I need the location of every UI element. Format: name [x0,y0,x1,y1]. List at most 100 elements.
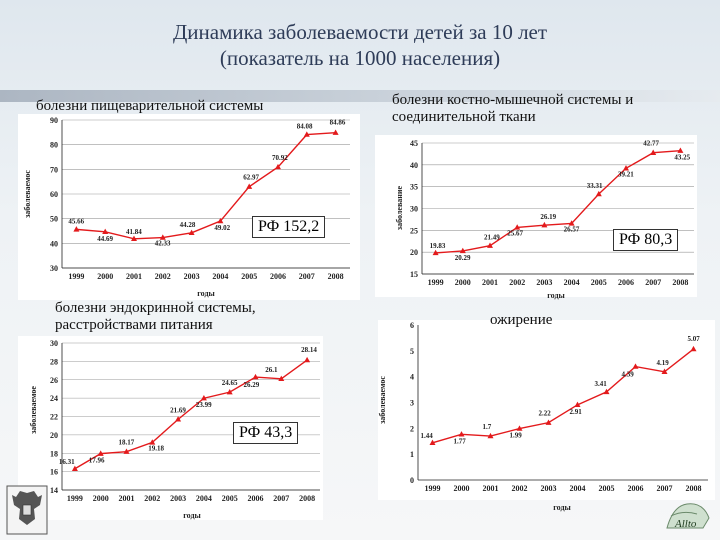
data-point [487,432,494,439]
x-tick-label: 2005 [241,272,257,281]
x-tick-label: 2004 [212,272,228,281]
y-tick-label: 1 [410,450,414,459]
data-label: 19.83 [430,242,446,250]
x-tick-label: 2007 [273,494,289,503]
y-tick-label: 2 [410,424,414,433]
x-axis-title: годы [183,511,201,520]
data-point [568,220,575,226]
y-axis-title: заболеваемос [23,170,32,218]
data-point [458,431,465,437]
data-label: 84.08 [297,123,313,131]
y-axis-title: заболеваемое [29,386,38,434]
x-tick-label: 2001 [483,484,499,493]
y-tick-label: 30 [50,264,58,273]
page-title-line1: Динамика заболеваемости детей за 10 лет [172,20,548,44]
data-label: 1.99 [510,432,523,440]
x-tick-label: 2002 [512,484,528,493]
series-line [74,359,308,470]
data-label: 45.66 [68,217,84,225]
data-label: 49.02 [214,224,230,232]
russian-coat-of-arms-icon [6,485,48,535]
chart-obesity: 0 1 2 3 4 5 6 1999 2000 2001 2002 2003 2004 2005 2006 2… [378,321,708,512]
x-tick-label: 2006 [248,494,264,503]
data-point [541,221,548,228]
data-point [677,147,684,153]
x-tick-label: 2003 [541,484,557,493]
y-tick-label: 20 [410,248,418,257]
data-label: 2.91 [570,408,583,416]
data-label: 18.17 [119,439,135,447]
x-tick-label: 2006 [270,272,286,281]
data-point [200,395,207,401]
x-tick-label: 2005 [222,494,238,503]
data-point [123,448,130,454]
y-tick-label: 90 [50,116,58,125]
data-label: 4.19 [657,359,670,367]
x-tick-label: 1999 [428,278,444,287]
data-point [429,439,436,445]
chart-musculoskeletal-panel [375,135,697,297]
x-tick-label: 2000 [93,494,109,503]
page-title-line2: (показатель на 1000 населения) [219,46,501,70]
y-tick-label: 22 [50,413,58,422]
x-tick-label: 2002 [144,494,160,503]
chart-obesity-panel [378,320,715,500]
data-point [514,224,521,230]
chart-endocrine: 14 16 18 20 22 24 26 28 30 1999 2000 2001 2002 2003 20… [29,339,320,520]
x-tick-label: 2006 [628,484,644,493]
data-point [149,439,156,445]
x-tick-label: 2004 [196,494,212,503]
y-tick-label: 70 [50,165,58,174]
data-point [574,401,581,408]
data-point [459,247,466,254]
x-tick-label: 2005 [599,484,615,493]
x-tick-label: 2008 [299,494,315,503]
y-tick-label: 5 [410,347,414,356]
data-label: 70.92 [272,154,288,162]
x-tick-label: 2001 [119,494,135,503]
x-tick-label: 2002 [509,278,525,287]
data-label: 28.14 [301,346,317,354]
data-label: 42.77 [643,140,659,148]
x-tick-label: 2000 [454,484,470,493]
x-axis-title: годы [547,291,565,300]
data-label: 26.1 [265,366,278,374]
y-tick-label: 25 [410,226,418,235]
series-line [76,131,336,240]
data-label: 26.19 [540,213,556,221]
data-point [303,131,310,137]
data-label: 1.44 [421,432,434,440]
y-tick-label: 24 [50,394,58,403]
y-tick-label: 3 [410,399,414,408]
data-label: 44.28 [180,221,196,229]
x-tick-label: 2004 [570,484,586,493]
y-tick-label: 6 [410,321,414,330]
data-label: 20.29 [455,254,471,262]
data-point [246,183,253,189]
y-tick-label: 0 [410,476,414,485]
data-label: 1.7 [483,423,492,431]
x-tick-label: 2002 [155,272,171,281]
series-line [435,149,681,254]
chart-obesity-title: ожирение [490,312,553,328]
x-tick-label: 2001 [482,278,498,287]
data-label: 17.96 [89,457,105,465]
data-label: 5.07 [688,335,701,343]
data-point [650,149,657,155]
x-tick-label: 2005 [591,278,607,287]
data-point [332,129,339,135]
x-tick-label: 2007 [657,484,673,493]
data-label: 33.31 [587,182,603,190]
data-label: 4.39 [622,371,635,379]
x-tick-label: 2008 [686,484,702,493]
data-label: 23.99 [196,401,212,409]
y-tick-label: 35 [410,183,418,192]
y-tick-label: 18 [50,449,58,458]
data-label: 44.69 [97,235,113,243]
data-point [595,190,602,197]
data-point [432,249,439,256]
data-label: 2.22 [539,410,552,418]
x-axis-title: годы [553,503,571,512]
data-point [632,363,639,369]
